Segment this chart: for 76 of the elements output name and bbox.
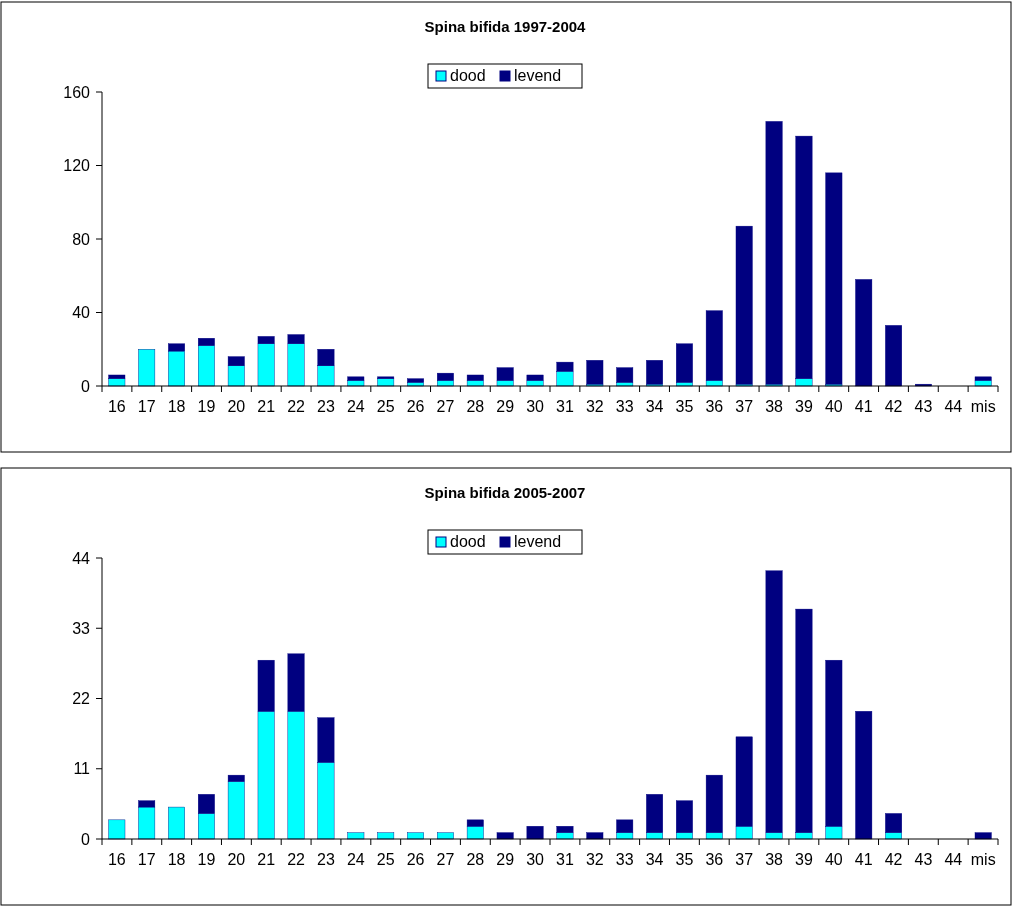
- x-tick-label: 40: [824, 398, 843, 415]
- y-tick-label: 80: [72, 230, 91, 248]
- x-tick-label: 38: [765, 398, 784, 415]
- x-tick-label: 27: [436, 851, 455, 868]
- x-tick-label: 33: [615, 851, 634, 868]
- x-tick-label: 24: [346, 851, 365, 868]
- x-tick-label: 25: [376, 398, 395, 415]
- x-tick-label: 17: [137, 398, 156, 415]
- x-tick-label: 43: [914, 851, 933, 868]
- chart-title: Spina bifida 1997-2004: [424, 18, 587, 35]
- x-tick-label: 29: [496, 851, 515, 868]
- y-tick-label: 160: [63, 83, 91, 101]
- x-tick-label: 21: [257, 398, 276, 415]
- x-tick-label: 30: [526, 398, 545, 415]
- x-tick-label: 42: [884, 398, 903, 415]
- x-tick-label: 27: [436, 398, 455, 415]
- x-tick-label: 35: [675, 398, 694, 415]
- y-tick-label: 33: [72, 619, 91, 637]
- x-tick-label: 25: [376, 851, 395, 868]
- x-tick-label: 22: [287, 398, 306, 415]
- x-tick-label: 39: [795, 398, 813, 415]
- legend-label: levend: [514, 533, 562, 550]
- x-tick-label: mis: [970, 851, 996, 868]
- x-tick-label: 21: [257, 851, 276, 868]
- x-tick-label: 39: [795, 851, 813, 868]
- x-tick-label: 32: [585, 398, 604, 415]
- x-tick-label: 34: [645, 398, 664, 415]
- x-tick-label: 18: [167, 398, 186, 415]
- y-tick-label: 40: [72, 304, 91, 322]
- x-tick-label: 32: [585, 851, 604, 868]
- x-tick-label: 24: [346, 398, 365, 415]
- y-tick-label: 120: [63, 157, 91, 175]
- x-tick-label: 36: [705, 851, 724, 868]
- x-tick-label: 28: [466, 851, 485, 868]
- x-tick-label: mis: [970, 398, 996, 415]
- x-tick-label: 26: [406, 851, 425, 868]
- y-tick-label: 0: [81, 830, 91, 848]
- x-tick-label: 16: [107, 851, 126, 868]
- y-tick-label: 11: [73, 760, 91, 778]
- x-tick-label: 18: [167, 851, 186, 868]
- x-tick-label: 17: [137, 851, 156, 868]
- x-tick-label: 31: [556, 398, 574, 415]
- y-tick-label: 44: [72, 549, 91, 567]
- x-tick-label: 34: [645, 851, 664, 868]
- x-tick-label: 37: [735, 398, 754, 415]
- x-tick-label: 35: [675, 851, 694, 868]
- x-tick-label: 16: [107, 398, 126, 415]
- x-tick-label: 20: [227, 398, 246, 415]
- y-tick-label: 22: [72, 690, 91, 708]
- x-tick-label: 44: [944, 851, 963, 868]
- y-tick-label: 0: [81, 377, 91, 395]
- x-tick-label: 31: [556, 851, 574, 868]
- x-tick-label: 43: [914, 398, 933, 415]
- x-tick-label: 38: [765, 851, 784, 868]
- x-tick-label: 26: [406, 398, 425, 415]
- x-tick-label: 40: [824, 851, 843, 868]
- x-tick-label: 42: [884, 851, 903, 868]
- x-tick-label: 30: [526, 851, 545, 868]
- x-tick-label: 44: [944, 398, 963, 415]
- x-tick-label: 22: [287, 851, 306, 868]
- legend-label: levend: [514, 67, 562, 84]
- legend-label: dood: [450, 67, 486, 84]
- x-tick-label: 20: [227, 851, 246, 868]
- x-tick-label: 23: [317, 851, 335, 868]
- chart-title: Spina bifida 2005-2007: [424, 484, 586, 501]
- x-tick-label: 19: [197, 851, 216, 868]
- x-tick-label: 41: [854, 851, 873, 868]
- x-tick-label: 28: [466, 398, 485, 415]
- x-tick-label: 36: [705, 398, 724, 415]
- x-tick-label: 19: [197, 398, 216, 415]
- x-tick-label: 23: [317, 398, 335, 415]
- x-tick-label: 29: [496, 398, 515, 415]
- x-tick-label: 33: [615, 398, 634, 415]
- legend-label: dood: [450, 533, 486, 550]
- x-tick-label: 37: [735, 851, 754, 868]
- x-tick-label: 41: [854, 398, 873, 415]
